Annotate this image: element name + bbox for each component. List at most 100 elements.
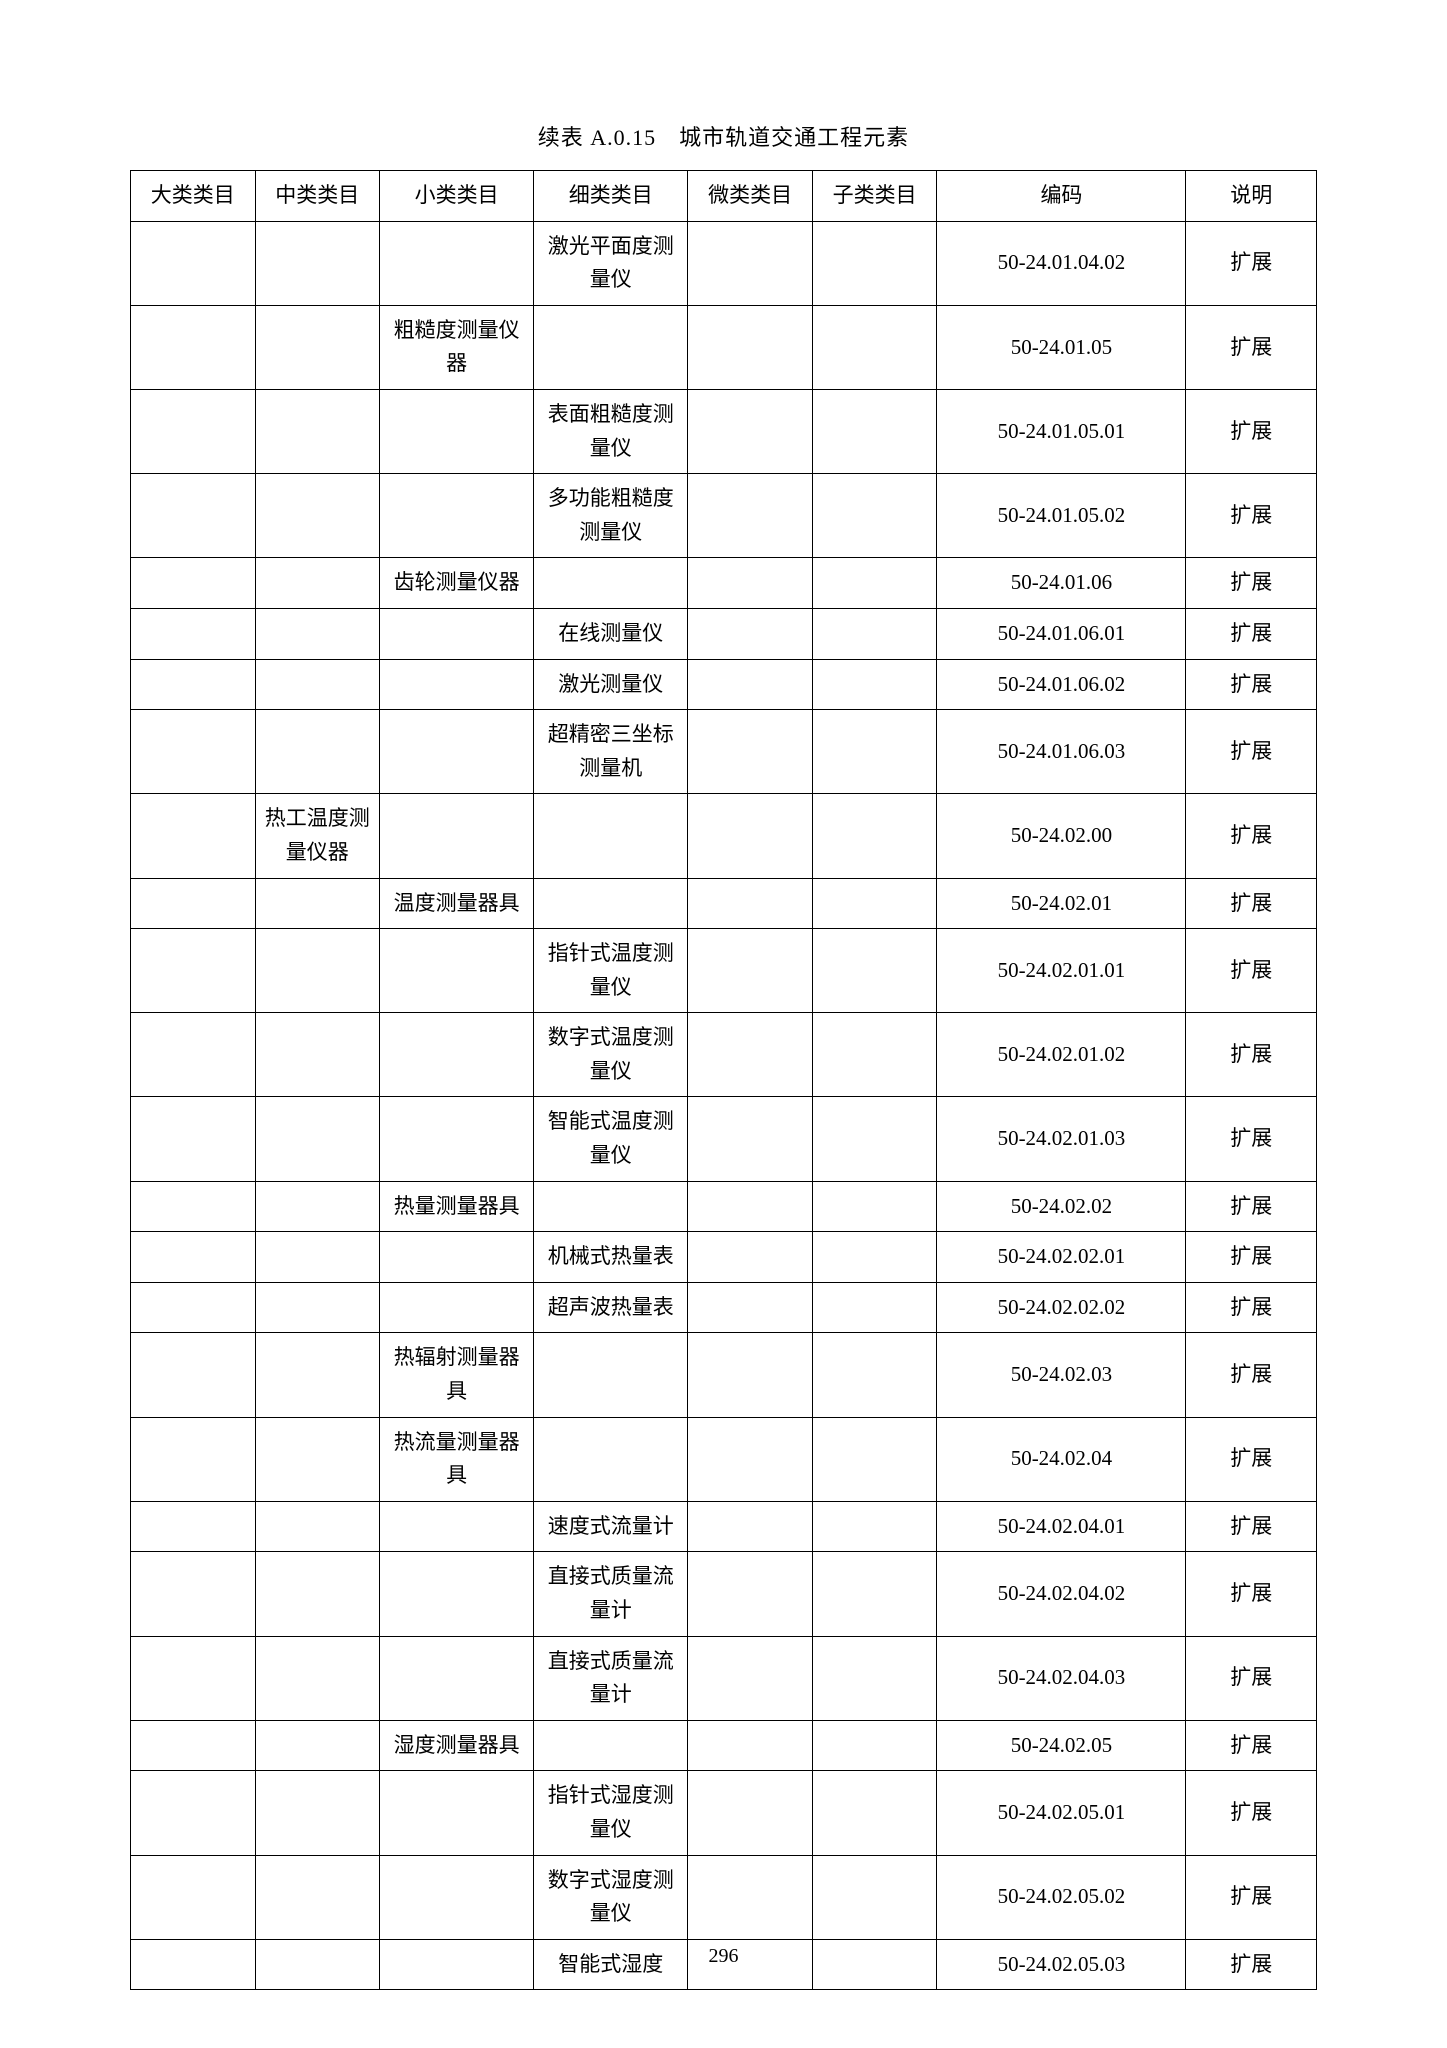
table-cell [131,1013,256,1097]
table-cell [812,878,937,929]
table-row: 智能式温度测量仪50-24.02.01.03扩展 [131,1097,1317,1181]
table-cell [812,1552,937,1636]
table-row: 速度式流量计50-24.02.04.01扩展 [131,1501,1317,1552]
table-cell: 50-24.02.01.01 [937,929,1186,1013]
table-cell [255,1501,380,1552]
table-cell: 扩展 [1186,710,1317,794]
table-cell [255,1181,380,1232]
table-cell [534,558,688,609]
table-cell: 扩展 [1186,221,1317,305]
table-row: 机械式热量表 50-24.02.02.01扩展 [131,1232,1317,1283]
table-cell [812,710,937,794]
table-cell [534,878,688,929]
table-cell [812,1013,937,1097]
table-cell: 50-24.02.05.01 [937,1771,1186,1855]
table-row: 粗糙度测量仪器50-24.01.05扩展 [131,305,1317,389]
table-cell: 速度式流量计 [534,1501,688,1552]
table-cell [380,1013,534,1097]
table-cell [688,1855,813,1939]
table-cell [131,1181,256,1232]
table-cell [812,389,937,473]
table-cell [131,1417,256,1501]
table-cell [380,1282,534,1333]
table-cell: 50-24.01.06.02 [937,659,1186,710]
table-cell: 扩展 [1186,558,1317,609]
table-cell: 50-24.01.06.01 [937,608,1186,659]
table-cell: 智能式温度测量仪 [534,1097,688,1181]
table-header-row: 大类类目 中类类目 小类类目 细类类目 微类类目 子类类目 编码 说明 [131,171,1317,222]
table-cell [131,1855,256,1939]
table-cell: 机械式热量表 [534,1232,688,1283]
table-row: 激光测量仪50-24.01.06.02扩展 [131,659,1317,710]
table-cell [812,794,937,878]
table-row: 热辐射测量器具50-24.02.03扩展 [131,1333,1317,1417]
table-cell [255,1333,380,1417]
table-cell: 扩展 [1186,1232,1317,1283]
table-cell: 50-24.02.05 [937,1720,1186,1771]
table-cell: 多功能粗糙度测量仪 [534,474,688,558]
table-row: 在线测量仪50-24.01.06.01扩展 [131,608,1317,659]
table-cell [812,1333,937,1417]
table-cell [131,1097,256,1181]
table-row: 多功能粗糙度测量仪50-24.01.05.02扩展 [131,474,1317,558]
table-cell: 50-24.02.01.02 [937,1013,1186,1097]
table-cell [812,929,937,1013]
table-cell: 50-24.02.04.01 [937,1501,1186,1552]
table-cell: 50-24.01.05 [937,305,1186,389]
table-cell: 扩展 [1186,1636,1317,1720]
table-cell [534,1720,688,1771]
table-cell [255,474,380,558]
table-cell [131,474,256,558]
table-row: 直接式质量流量计50-24.02.04.02扩展 [131,1552,1317,1636]
table-cell [812,1097,937,1181]
table-cell: 齿轮测量仪器 [380,558,534,609]
table-cell: 50-24.01.04.02 [937,221,1186,305]
table-cell [255,659,380,710]
table-cell: 扩展 [1186,608,1317,659]
table-row: 直接式质量流量计50-24.02.04.03扩展 [131,1636,1317,1720]
table-cell [131,1636,256,1720]
table-cell [255,1720,380,1771]
table-cell [380,710,534,794]
table-cell [380,221,534,305]
table-cell [688,389,813,473]
table-cell: 超精密三坐标测量机 [534,710,688,794]
table-cell [255,710,380,794]
table-body: 激光平面度测量仪50-24.01.04.02扩展粗糙度测量仪器50-24.01.… [131,221,1317,1990]
table-cell: 扩展 [1186,1720,1317,1771]
table-cell [812,1720,937,1771]
table-cell [688,929,813,1013]
table-cell [131,221,256,305]
table-cell: 50-24.02.02 [937,1181,1186,1232]
table-cell [380,1097,534,1181]
table-cell [688,794,813,878]
table-cell [812,1417,937,1501]
header-col-5: 微类类目 [688,171,813,222]
table-cell: 热量测量器具 [380,1181,534,1232]
table-cell [131,1501,256,1552]
table-cell [255,1013,380,1097]
table-cell: 50-24.02.05.02 [937,1855,1186,1939]
table-cell: 50-24.02.02.01 [937,1232,1186,1283]
table-row: 表面粗糙度测量仪50-24.01.05.01扩展 [131,389,1317,473]
table-row: 湿度测量器具50-24.02.05扩展 [131,1720,1317,1771]
table-cell [255,221,380,305]
table-cell [131,1552,256,1636]
table-cell [688,1282,813,1333]
table-cell: 超声波热量表 [534,1282,688,1333]
table-row: 指针式温度测量仪50-24.02.01.01扩展 [131,929,1317,1013]
table-cell: 扩展 [1186,1282,1317,1333]
table-cell [688,1417,813,1501]
table-cell [255,1232,380,1283]
table-cell [812,1232,937,1283]
table-cell: 50-24.01.05.01 [937,389,1186,473]
header-col-7: 编码 [937,171,1186,222]
table-cell [131,1720,256,1771]
table-cell [812,305,937,389]
table-cell: 指针式湿度测量仪 [534,1771,688,1855]
table-cell [688,1636,813,1720]
table-cell: 扩展 [1186,1417,1317,1501]
table-cell: 数字式温度测量仪 [534,1013,688,1097]
table-cell [688,1232,813,1283]
table-row: 数字式湿度测量仪50-24.02.05.02扩展 [131,1855,1317,1939]
